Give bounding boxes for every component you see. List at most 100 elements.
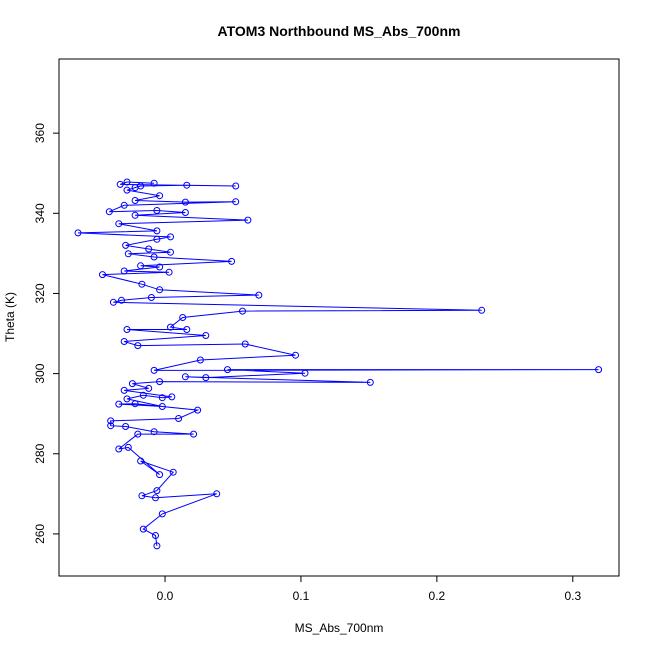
series-lines	[77, 181, 599, 546]
data-point	[105, 208, 113, 216]
data-point	[139, 391, 147, 399]
data-point	[137, 182, 145, 190]
data-point	[150, 179, 158, 187]
data-point	[128, 380, 136, 388]
data-point	[145, 384, 153, 392]
data-point	[131, 400, 139, 408]
data-point	[224, 366, 231, 374]
data-point	[150, 366, 158, 374]
data-point	[156, 471, 164, 479]
data-point	[153, 227, 161, 235]
x-axis: 0.0 0.1 0.2 0.3	[157, 576, 581, 603]
y-axis: 260 280 300 320 340 360	[33, 123, 59, 544]
y-tick-label: 320	[33, 283, 47, 303]
data-point	[181, 209, 189, 216]
data-point	[116, 180, 124, 188]
data-point	[123, 186, 131, 194]
data-point	[241, 340, 249, 348]
data-point	[183, 181, 191, 189]
data-point	[153, 235, 161, 243]
data-point	[255, 291, 263, 299]
data-point	[366, 378, 374, 386]
data-point	[169, 468, 177, 476]
x-tick-label: 0.2	[429, 589, 446, 603]
data-point	[74, 229, 82, 237]
data-point	[158, 394, 166, 402]
data-point	[239, 307, 246, 315]
data-point	[167, 233, 174, 241]
data-point	[123, 326, 131, 333]
data-point	[147, 294, 155, 301]
y-tick-label: 360	[33, 123, 47, 143]
data-point	[123, 178, 131, 186]
data-point	[175, 415, 183, 422]
data-point	[232, 198, 240, 206]
data-point	[292, 351, 299, 359]
data-point	[196, 356, 204, 364]
series-line	[77, 181, 599, 546]
data-point	[232, 182, 240, 190]
data-point	[158, 510, 166, 518]
data-point	[190, 430, 198, 438]
data-point	[137, 262, 145, 270]
data-point	[99, 271, 106, 279]
data-point	[131, 197, 139, 204]
data-point	[181, 198, 189, 206]
data-point	[109, 298, 117, 306]
data-point	[153, 487, 161, 495]
data-point	[134, 342, 142, 350]
data-point	[134, 430, 142, 438]
plot-frame	[58, 58, 620, 577]
data-point	[145, 245, 153, 253]
data-point	[138, 280, 146, 288]
data-point	[156, 263, 164, 271]
data-point	[153, 207, 161, 214]
data-point	[122, 241, 130, 249]
data-point	[179, 314, 187, 321]
data-point	[158, 403, 166, 410]
data-point	[115, 445, 123, 453]
data-point	[137, 457, 145, 465]
data-point	[120, 267, 128, 275]
data-point	[139, 525, 147, 533]
data-point	[138, 492, 146, 500]
data-point	[156, 378, 164, 386]
y-tick-label: 260	[33, 524, 47, 544]
data-point	[123, 395, 131, 403]
x-axis-label: MS_Abs_700nm	[295, 621, 384, 635]
data-point	[301, 369, 309, 377]
x-tick-label: 0.3	[564, 589, 581, 603]
data-point	[183, 326, 191, 333]
y-tick-label: 340	[33, 203, 47, 223]
y-tick-label: 280	[33, 443, 47, 463]
data-point	[150, 428, 158, 436]
data-point	[181, 373, 189, 381]
data-point	[167, 323, 174, 331]
x-tick-label: 0.0	[157, 589, 174, 603]
data-point	[120, 338, 128, 345]
data-point	[202, 374, 210, 382]
data-point	[165, 268, 173, 276]
data-point	[152, 494, 159, 502]
data-point	[107, 417, 115, 425]
data-point	[118, 296, 125, 304]
data-point	[115, 220, 123, 228]
data-point	[156, 286, 164, 294]
data-point	[150, 253, 158, 261]
data-point	[120, 386, 128, 394]
data-point	[228, 257, 236, 265]
y-axis-label: Theta (K)	[3, 292, 17, 342]
data-point	[131, 211, 139, 219]
data-point	[107, 422, 115, 430]
data-point	[156, 192, 164, 200]
data-point	[244, 216, 252, 224]
data-point	[153, 542, 161, 550]
data-point	[122, 423, 130, 430]
data-point	[478, 306, 486, 314]
data-point	[595, 366, 603, 374]
series-points	[74, 178, 603, 550]
data-point	[194, 406, 202, 414]
x-tick-label: 0.1	[293, 589, 310, 603]
y-tick-label: 300	[33, 363, 47, 383]
